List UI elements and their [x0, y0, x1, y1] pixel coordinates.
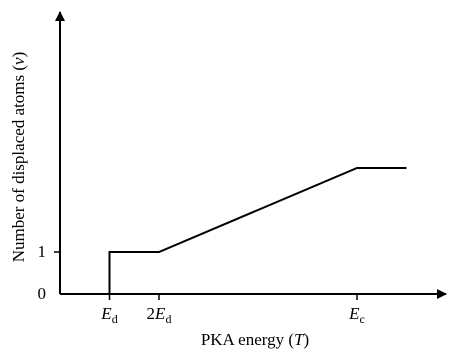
series-line [108, 167, 407, 294]
x-ticks: Ed 2Ed Ec [100, 294, 365, 326]
series-group [108, 167, 407, 294]
y-tick-label: 1 [38, 242, 47, 261]
y-ticks: 01 [38, 242, 60, 303]
x-tick-label: Ec [348, 304, 365, 326]
x-axis-label: PKA energy (T) [201, 330, 309, 349]
x-tick-label: 2Ed [147, 304, 172, 326]
x-tick-label: Ed [100, 304, 117, 326]
y-axis-label: Number of displaced atoms (ν) [9, 52, 28, 263]
y-tick-label: 0 [38, 284, 47, 303]
